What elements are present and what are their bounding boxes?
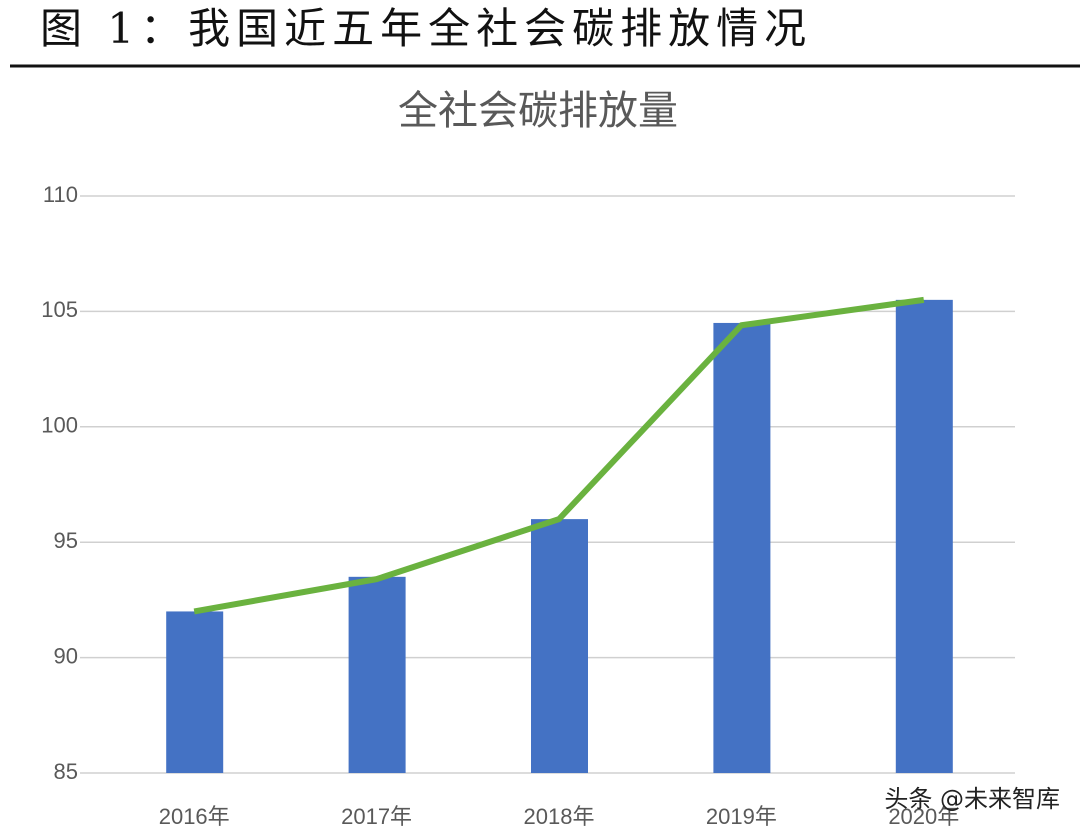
x-tick-label: 2018年 [524,804,595,829]
bar [166,611,224,773]
bar [895,299,953,773]
figure-heading: 图 1：我国近五年全社会碳排放情况 [40,4,812,53]
x-tick-label: 2016年 [159,804,230,829]
y-tick-label: 110 [43,182,78,207]
watermark: 头条 @未来智库 [884,785,1060,813]
y-tick-label: 105 [41,297,78,322]
chart-title: 全社会碳排放量 [398,88,678,134]
y-tick-label: 90 [54,643,78,668]
bar [531,519,588,773]
bar [713,322,771,773]
x-tick-label: 2017年 [341,804,412,829]
x-tick-label: 2019年 [706,804,777,829]
y-tick-label: 100 [41,413,78,438]
y-tick-label: 95 [54,528,78,553]
line [193,296,925,615]
x-tick-label: 2020年 [888,804,959,829]
bar [348,576,406,773]
y-tick-label: 85 [54,759,78,784]
